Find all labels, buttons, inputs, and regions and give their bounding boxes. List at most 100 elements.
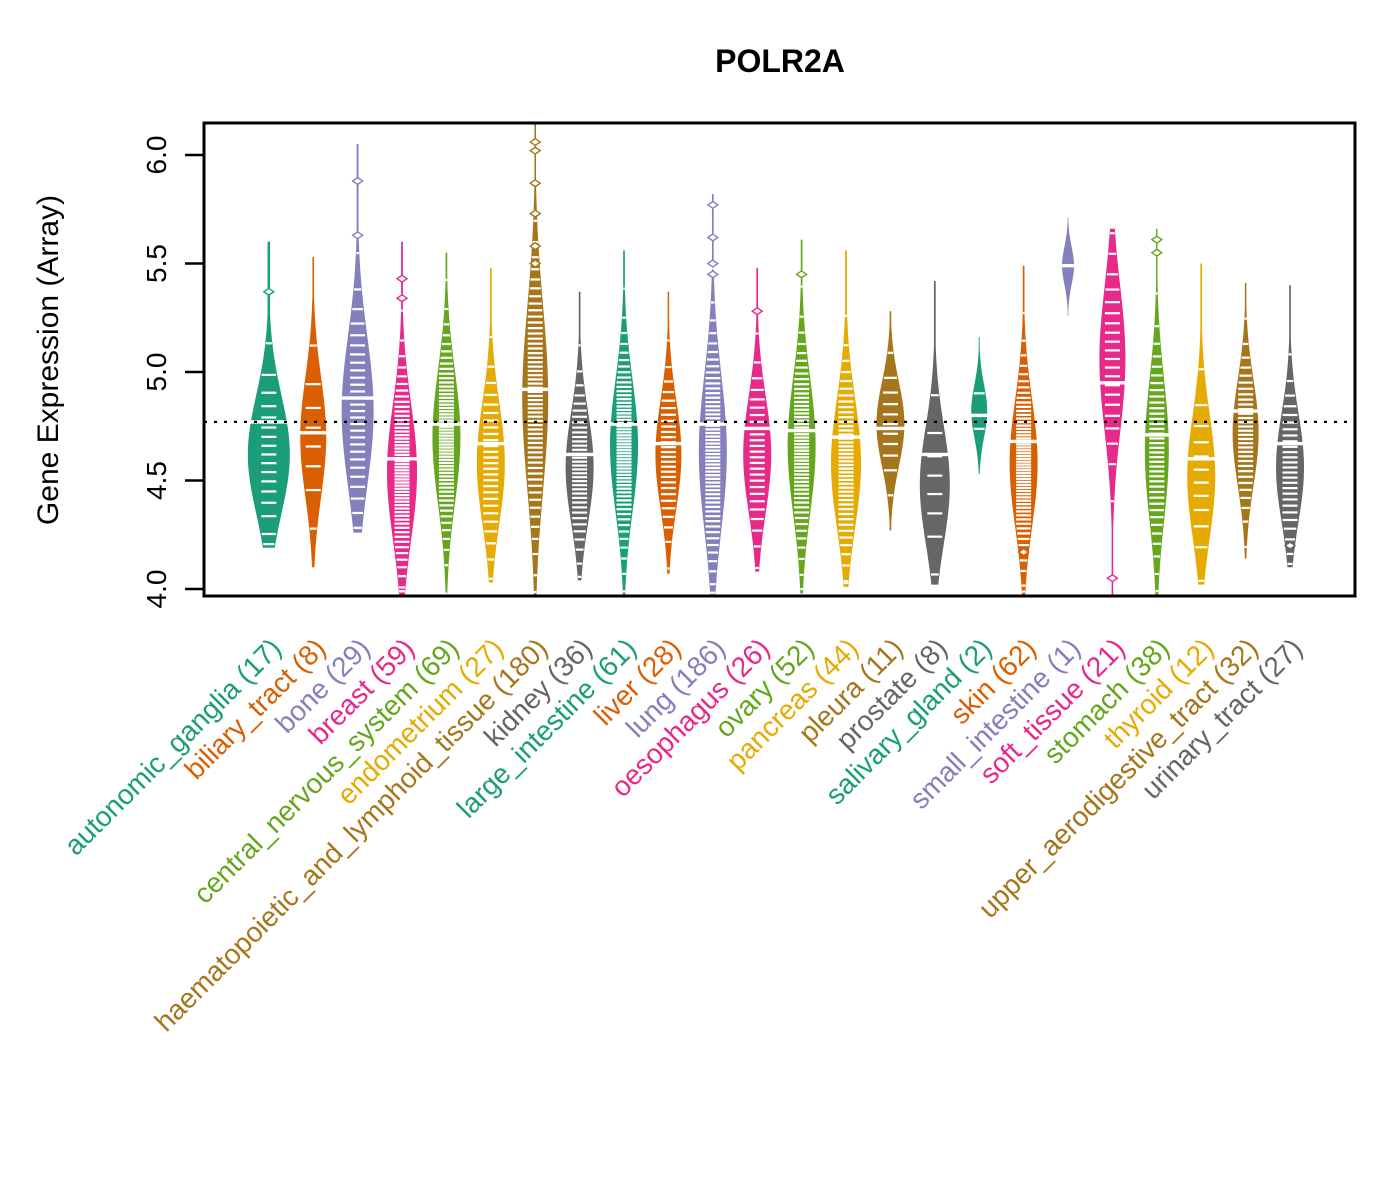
median-line	[1007, 439, 1040, 444]
violin-shape	[522, 123, 549, 596]
data-dash	[1018, 380, 1029, 383]
outlier-point	[528, 259, 542, 268]
data-dash	[616, 408, 632, 412]
data-dash	[660, 470, 676, 473]
data-dash	[485, 381, 496, 385]
data-dash	[394, 414, 410, 417]
data-dash	[660, 486, 676, 490]
data-dash	[1149, 465, 1165, 468]
data-dash	[705, 452, 721, 456]
data-dash	[1016, 522, 1032, 525]
data-dash	[1282, 471, 1298, 474]
data-dash	[1282, 456, 1298, 459]
data-dash	[617, 376, 632, 379]
data-dash	[882, 442, 898, 446]
data-dash	[1286, 552, 1294, 556]
data-dash	[394, 422, 410, 426]
data-dash	[1287, 562, 1293, 566]
data-dash	[616, 464, 632, 467]
data-dash	[1149, 437, 1165, 440]
data-dash	[397, 566, 407, 569]
data-dash	[1238, 437, 1254, 441]
data-dash	[394, 426, 410, 429]
data-dash	[530, 278, 541, 281]
median-line	[968, 413, 991, 418]
data-dash	[438, 478, 454, 482]
data-dash	[1238, 470, 1254, 473]
data-dash	[749, 413, 765, 417]
data-dash	[755, 566, 760, 570]
data-dash	[794, 462, 810, 466]
data-dash	[660, 460, 676, 463]
data-dash	[705, 449, 721, 452]
data-dash	[1020, 569, 1027, 573]
data-dash	[616, 455, 632, 458]
data-dash	[438, 482, 454, 485]
data-dash	[572, 492, 588, 495]
data-dash	[438, 396, 454, 399]
data-dash	[527, 461, 543, 464]
data-dash	[439, 504, 454, 507]
data-dash	[842, 564, 850, 567]
median-line	[1274, 441, 1306, 446]
data-dash	[660, 450, 676, 454]
data-dash	[356, 252, 360, 255]
data-dash	[838, 445, 854, 448]
data-dash	[394, 475, 410, 478]
data-dash	[528, 484, 543, 487]
data-dash	[660, 446, 676, 449]
data-dash	[794, 446, 810, 449]
data-dash	[1193, 441, 1209, 444]
data-dash	[1149, 502, 1165, 505]
data-dash	[1018, 543, 1029, 547]
data-dash	[616, 418, 632, 421]
data-dash	[882, 403, 898, 406]
data-dash	[305, 465, 321, 468]
data-dash	[1282, 466, 1298, 469]
data-dash	[438, 389, 454, 392]
data-dash	[1238, 416, 1254, 420]
data-dash	[667, 339, 670, 342]
data-dash	[1149, 496, 1165, 499]
data-dash	[749, 439, 765, 442]
data-dash	[527, 456, 543, 459]
y-tick-label: 6.0	[141, 136, 172, 175]
median-line	[429, 422, 464, 426]
data-dash	[527, 441, 543, 445]
data-dash	[528, 491, 542, 494]
data-dash	[796, 529, 808, 532]
data-dash	[616, 431, 632, 434]
data-dash	[1282, 518, 1298, 522]
violins-layer	[247, 123, 1306, 596]
data-dash	[1016, 457, 1032, 460]
data-dash	[572, 435, 588, 439]
data-dash	[396, 382, 408, 386]
data-dash	[438, 419, 454, 422]
data-dash	[527, 407, 543, 410]
data-dash	[622, 316, 626, 319]
data-dash	[438, 461, 454, 465]
data-dash	[882, 391, 898, 394]
data-dash	[927, 535, 943, 538]
data-dash	[441, 350, 452, 353]
data-dash	[750, 517, 764, 521]
data-dash	[838, 416, 854, 419]
data-dash	[887, 494, 894, 497]
data-dash	[572, 468, 588, 471]
data-dash	[487, 558, 495, 561]
data-dash	[527, 424, 543, 427]
data-dash	[842, 359, 850, 362]
data-dash	[1149, 395, 1165, 398]
data-dash	[483, 512, 499, 515]
data-dash	[398, 575, 406, 578]
data-dash	[838, 518, 854, 521]
outlier-point	[262, 287, 276, 296]
data-dash	[350, 353, 366, 356]
outlier-point	[395, 274, 409, 283]
data-dash	[527, 332, 543, 335]
data-dash	[1238, 412, 1254, 415]
data-dash	[1244, 317, 1247, 320]
data-dash	[1238, 475, 1254, 478]
violin-lung	[696, 194, 729, 596]
data-dash	[401, 309, 403, 312]
